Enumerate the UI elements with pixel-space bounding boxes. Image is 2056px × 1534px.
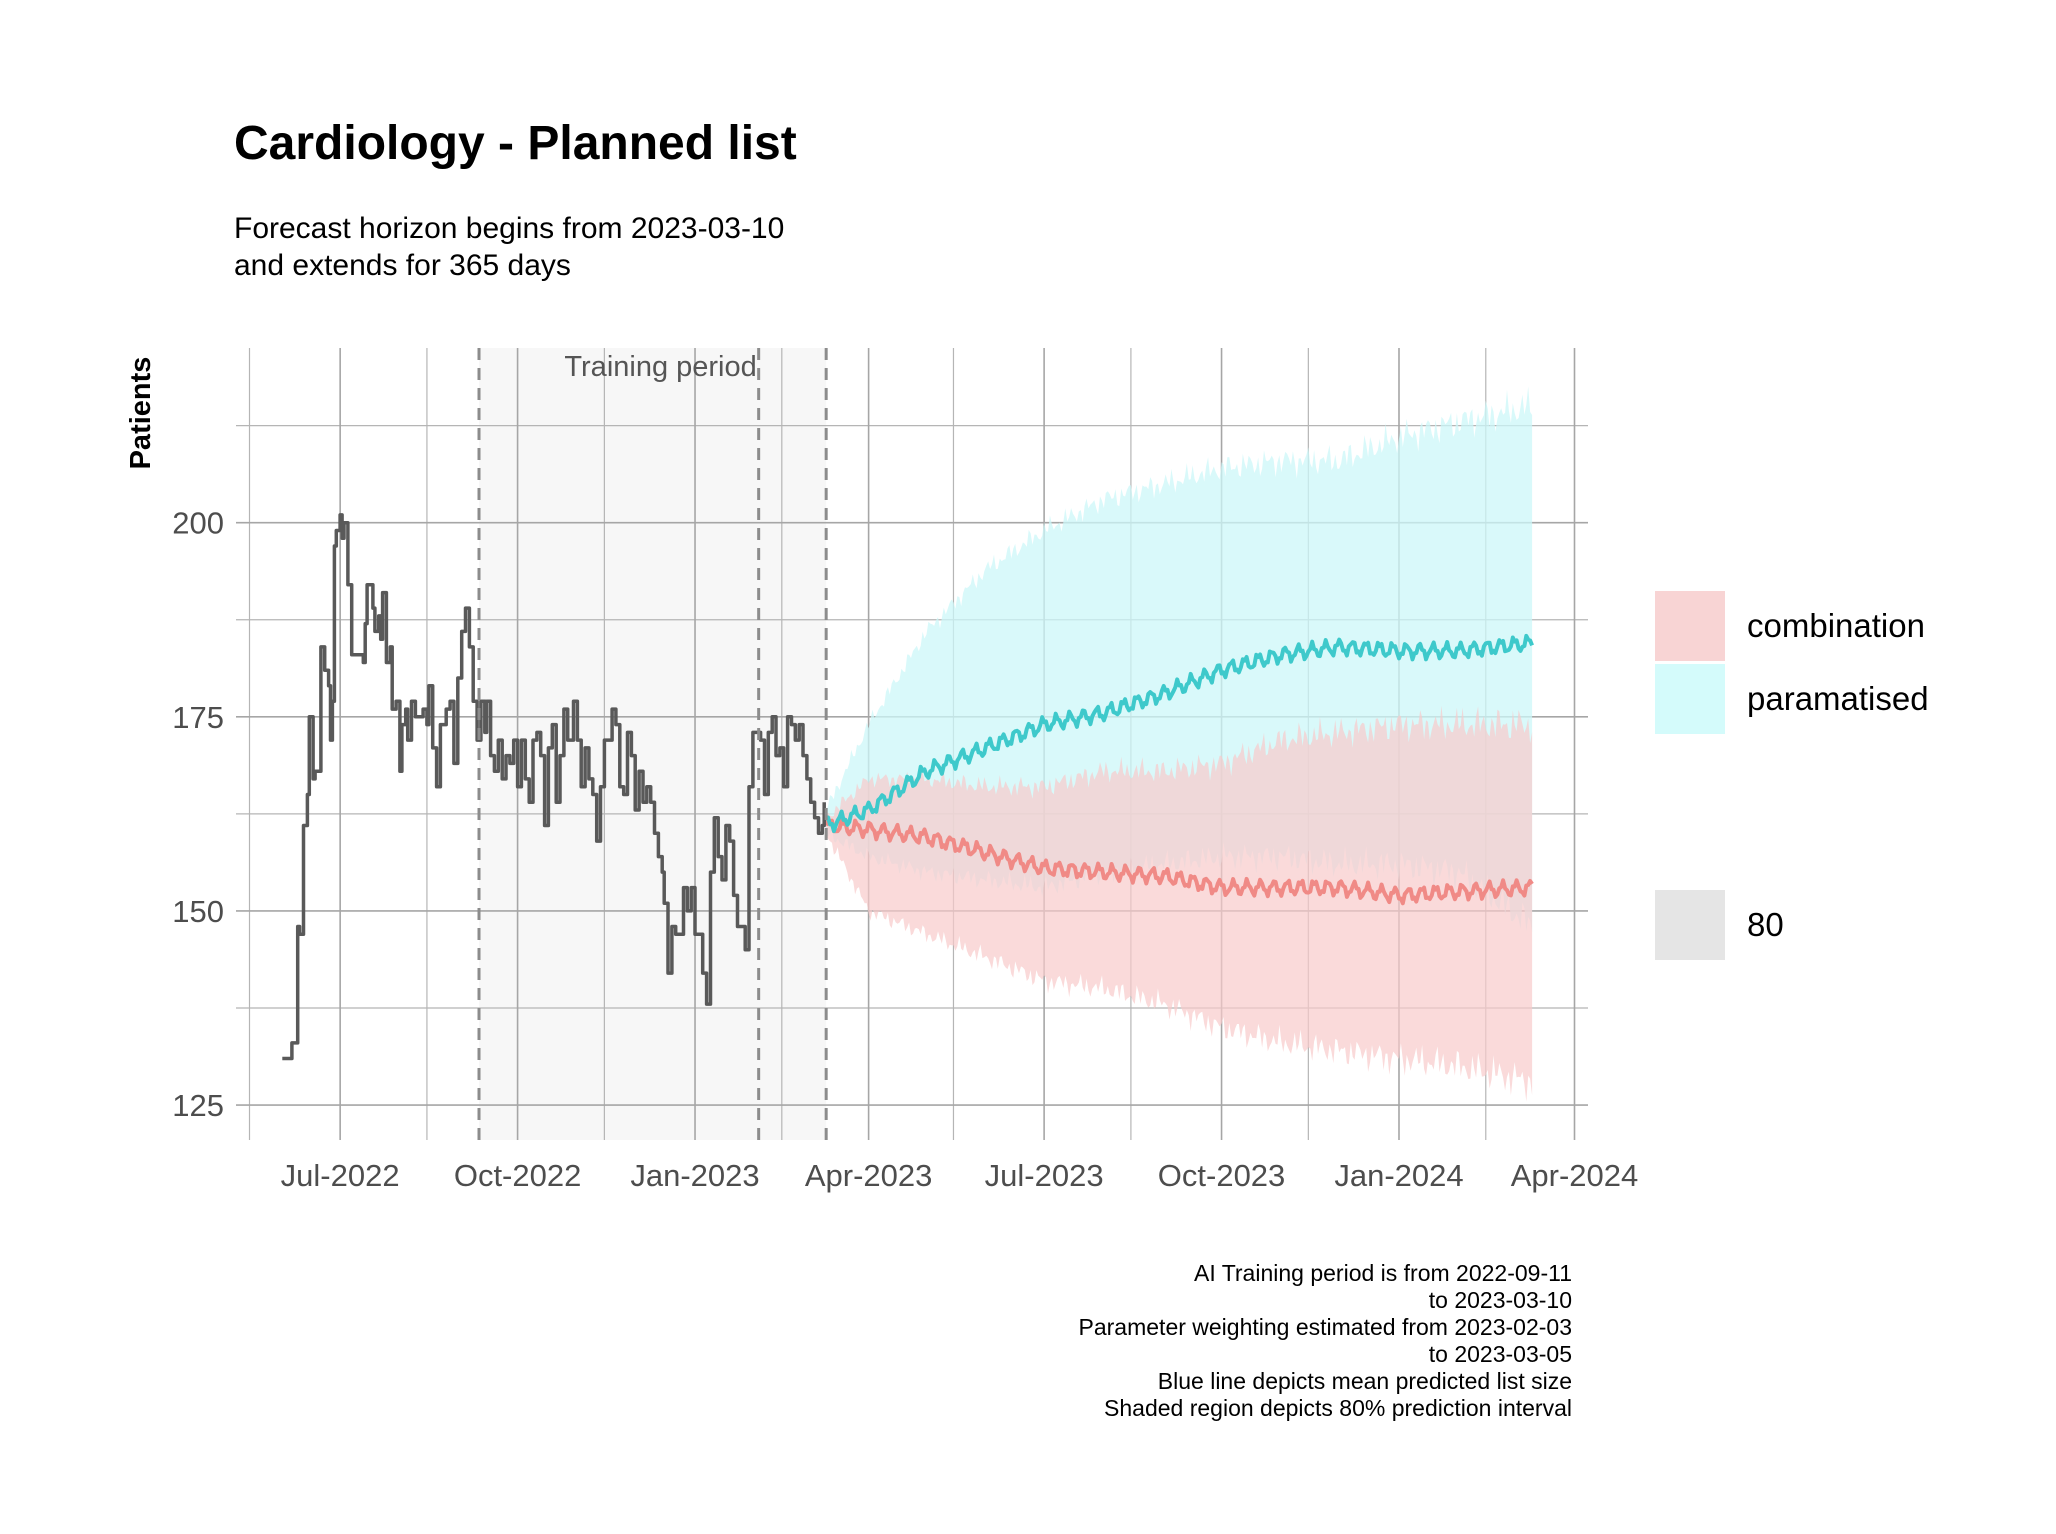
chart-title: Cardiology - Planned list [234,117,797,170]
legend-key-combination [1655,591,1725,661]
x-tick-label: Jul-2022 [281,1158,400,1193]
x-tick-label: Jul-2023 [985,1158,1104,1193]
legend-key-paramatised [1655,664,1725,734]
caption-line-6: Shaded region depicts 80% prediction int… [1104,1395,1572,1421]
mean-line-combination [824,817,1534,906]
y-tick-label: 150 [172,894,224,929]
caption-line-5: Blue line depicts mean predicted list si… [1157,1368,1572,1394]
training-period-label: Training period [564,351,756,383]
y-tick-label: 175 [172,700,224,735]
legend-key-interval [1655,890,1725,960]
training-period-shading [479,348,827,1140]
x-tick-label: Oct-2023 [1158,1158,1286,1193]
y-tick-label: 200 [172,506,224,541]
prediction-band-combination [826,705,1533,1102]
subtitle-line-1: Forecast horizon begins from 2023-03-10 [234,212,785,245]
legend-label: paramatised [1747,680,1929,717]
observed-line [282,513,826,1061]
caption-line-4: to 2023-03-05 [1428,1341,1572,1367]
subtitle-line-2: and extends for 365 days [234,249,571,282]
legend-label-interval: 80 [1747,906,1784,943]
caption-line-3: Parameter weighting estimated from 2023-… [1078,1314,1572,1340]
y-tick-label: 125 [172,1088,224,1123]
legend-label: combination [1747,607,1925,644]
x-tick-label: Jan-2024 [1334,1158,1463,1193]
x-tick-label: Apr-2024 [1511,1158,1639,1193]
caption-line-1: AI Training period is from 2022-09-11 [1194,1260,1572,1286]
x-tick-label: Jan-2023 [630,1158,759,1193]
x-tick-label: Oct-2022 [454,1158,582,1193]
chart-subtitle: Forecast horizon begins from 2023-03-10 … [234,210,784,284]
mean-line-paramatised [824,633,1534,834]
y-axis-title: Patients [125,357,157,470]
caption-line-2: to 2023-03-10 [1428,1287,1572,1313]
x-tick-label: Apr-2023 [805,1158,933,1193]
chart-caption: AI Training period is from 2022-09-11 to… [1079,1260,1572,1422]
